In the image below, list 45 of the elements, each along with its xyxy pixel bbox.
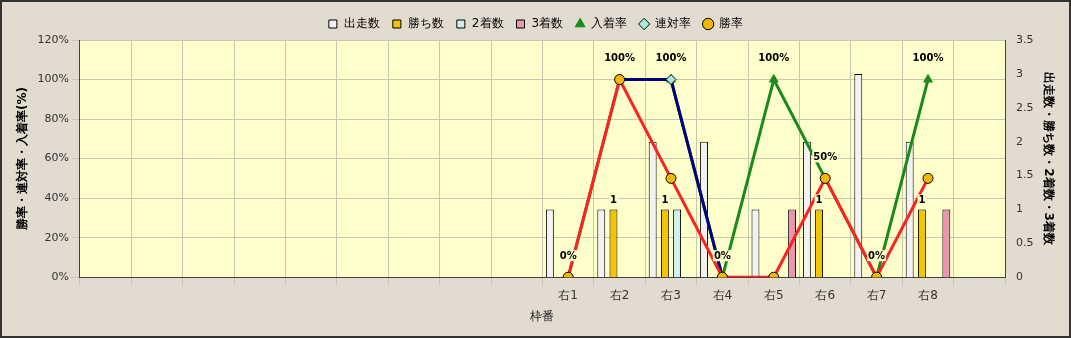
x-tick-label: 右1 — [558, 287, 578, 302]
y2-tick-label: 0 — [1016, 270, 1024, 284]
y2-tick-label: 1.5 — [1016, 168, 1034, 182]
data-label: 1 — [918, 194, 926, 206]
data-label: 50% — [813, 150, 838, 162]
legend-label: 連対率 — [655, 16, 692, 31]
legend-label: 勝率 — [719, 16, 744, 31]
x-tick-label: 右7 — [866, 287, 887, 302]
data-label: 1 — [815, 194, 823, 206]
x-tick-label: 右3 — [661, 287, 681, 302]
x-axis-title: 枠番 — [529, 308, 555, 323]
y2-tick-label: 3 — [1016, 66, 1024, 80]
data-label: 0% — [559, 249, 577, 261]
y2-tick-label: 0.5 — [1016, 236, 1034, 250]
legend-label: 出走数 — [343, 16, 380, 31]
data-label: 100% — [655, 52, 687, 64]
data-label: 0% — [713, 249, 731, 261]
x-tick-label: 右4 — [712, 287, 733, 302]
y2-tick-label: 2 — [1016, 134, 1024, 148]
legend-label: 3着数 — [531, 16, 564, 31]
legend-label: 2着数 — [471, 16, 504, 31]
y-tick-label: 40% — [44, 190, 69, 204]
data-label: 0% — [868, 249, 886, 261]
y-tick-label: 80% — [44, 111, 69, 125]
data-label: 1 — [661, 194, 669, 206]
x-tick-label: 右8 — [918, 287, 938, 302]
y-tick-label: 120% — [37, 32, 69, 46]
y-tick-label: 100% — [37, 72, 69, 86]
y2-tick-label: 2.5 — [1016, 100, 1034, 114]
x-tick-label: 右5 — [763, 287, 784, 302]
data-label: 100% — [758, 52, 790, 64]
legend-label: 入着率 — [591, 16, 628, 31]
data-label: 1 — [609, 194, 617, 206]
x-tick-label: 右6 — [815, 287, 836, 302]
data-label: 100% — [912, 52, 944, 64]
data-label: 100% — [604, 52, 636, 64]
y2-axis-title: 出走数・勝ち数・2着数・3着数 — [1041, 72, 1056, 246]
legend-label: 勝ち数 — [407, 16, 444, 31]
x-tick-label: 右2 — [609, 287, 630, 302]
y2-tick-label: 3.5 — [1016, 32, 1034, 46]
y-tick-label: 60% — [44, 151, 69, 165]
y-tick-label: 20% — [44, 230, 69, 244]
y-tick-label: 0% — [51, 270, 69, 284]
y2-tick-label: 1 — [1016, 202, 1024, 216]
y-axis-title: 勝率・連対率・入着率(%) — [15, 87, 30, 232]
